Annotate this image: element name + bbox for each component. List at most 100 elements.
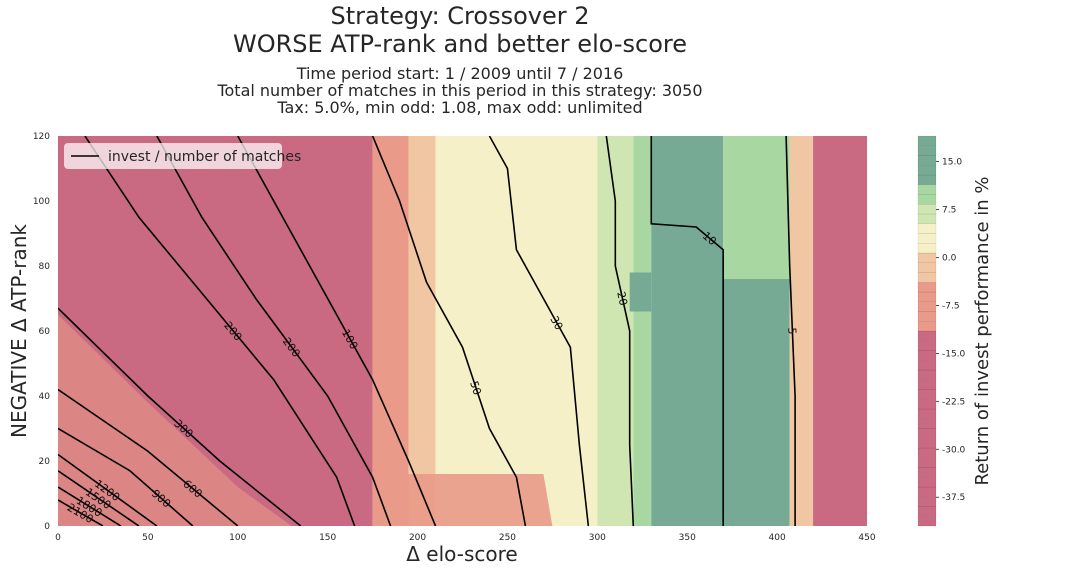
colorbar: 15.0 7.5 0.0 -7.5 -15.0 -22.5 -30.0 -37.5 [917, 135, 966, 527]
heatmap-band [435, 136, 598, 526]
colorbar-segment [917, 447, 937, 458]
colorbar-segment [917, 301, 937, 312]
x-tick-label: 100 [229, 533, 246, 543]
heatmap-band [813, 136, 867, 526]
colorbar-segment [917, 223, 937, 234]
subtitle-match-count: Total number of matches in this period i… [217, 81, 703, 100]
colorbar-segment [917, 457, 937, 468]
contour-line [605, 136, 635, 526]
colorbar-segment [917, 486, 937, 497]
colorbar-segment [917, 369, 937, 380]
y-tick-label: 80 [39, 262, 51, 272]
contour-line [650, 136, 724, 526]
colorbar-segment [917, 213, 937, 224]
colorbar-segment [917, 321, 937, 332]
contour-line [237, 136, 437, 526]
heatmap-band [633, 136, 652, 526]
colorbar-segment [917, 418, 937, 429]
chart-title-line-2: WORSE ATP-rank and better elo-score [232, 30, 688, 58]
heatmap-band [408, 136, 436, 526]
y-tick-label: 100 [33, 197, 50, 207]
x-axis-label: Δ elo-score [406, 542, 517, 566]
x-tick-label: 150 [319, 533, 336, 543]
contour-line [58, 388, 239, 526]
x-tick-label: 400 [769, 533, 786, 543]
y-axis-label: NEGATIVE Δ ATP-rank [7, 224, 31, 438]
colorbar-segment [917, 252, 937, 263]
colorbar-segment [917, 165, 937, 176]
x-tick-label: 350 [679, 533, 696, 543]
colorbar-segment [917, 477, 937, 488]
colorbar-tick-label: -15.0 [942, 349, 966, 359]
contour-line [58, 307, 302, 526]
x-tick-label: 450 [858, 533, 875, 543]
colorbar-segment [917, 399, 937, 410]
colorbar-segment [917, 408, 937, 419]
contour-line [371, 136, 527, 526]
contour-line [488, 136, 590, 526]
y-tick-label: 120 [33, 132, 50, 142]
legend: invest / number of matches [64, 143, 301, 169]
colorbar-segment [917, 262, 937, 273]
heatmap-region [629, 272, 652, 312]
x-tick-label: 250 [499, 533, 516, 543]
colorbar-segment [917, 379, 937, 390]
colorbar-segment [917, 506, 937, 517]
heatmap-band [372, 136, 409, 526]
colorbar-segment [917, 174, 937, 185]
x-axis-ticks: 0 50 100 150 200 250 300 350 400 450 [55, 533, 876, 543]
colorbar-segment [917, 282, 937, 293]
heatmap-band [723, 279, 790, 526]
legend-entry: invest / number of matches [108, 149, 301, 165]
contour-label: 20 [614, 290, 630, 306]
heatmap-band [597, 136, 634, 526]
colorbar-segment [917, 145, 937, 156]
chart-title-line-1: Strategy: Crossover 2 [330, 2, 590, 30]
x-tick-label: 50 [142, 533, 154, 543]
colorbar-segment [917, 350, 937, 361]
colorbar-tick-label: -7.5 [942, 301, 960, 311]
colorbar-segment [917, 233, 937, 244]
heatmap-band [651, 136, 724, 526]
heatmap-band [723, 136, 790, 279]
colorbar-tick-label: 7.5 [942, 206, 956, 216]
subtitle-time-period: Time period start: 1 / 2009 until 7 / 20… [296, 64, 624, 83]
colorbar-segment [917, 272, 937, 283]
y-axis-ticks: 0 20 40 60 80 100 120 [33, 132, 50, 532]
contour-line [58, 453, 158, 526]
colorbar-segment [917, 330, 937, 341]
heatmap-bands [58, 136, 867, 526]
heatmap-region [58, 314, 292, 526]
colorbar-segment [917, 516, 937, 527]
contour-line [84, 136, 356, 526]
colorbar-tick-label: 0.0 [942, 253, 957, 263]
contour-label: 5 [785, 327, 798, 335]
colorbar-tick-label: -30.0 [942, 445, 966, 455]
colorbar-segment [917, 204, 937, 215]
subtitle-tax-odds: Tax: 5.0%, min odd: 1.08, max odd: unlim… [277, 98, 643, 117]
x-tick-label: 200 [409, 533, 426, 543]
x-tick-label: 0 [55, 533, 61, 543]
colorbar-segment [917, 428, 937, 439]
colorbar-segment [917, 311, 937, 322]
colorbar-segment [917, 184, 937, 195]
contour-line [58, 499, 104, 526]
contour-line [785, 136, 796, 526]
colorbar-segment [917, 467, 937, 478]
y-tick-label: 0 [44, 522, 50, 532]
colorbar-label: Return of invest performance in % [972, 176, 993, 485]
colorbar-tick-label: 15.0 [942, 158, 962, 168]
y-tick-label: 40 [39, 392, 51, 402]
contour-line [58, 470, 140, 526]
contour-label: 50 [467, 379, 484, 396]
contour-line [156, 136, 392, 526]
colorbar-segment [917, 438, 937, 449]
colorbar-segment [917, 135, 937, 146]
colorbar-segment [917, 155, 937, 166]
x-tick-label: 300 [589, 533, 606, 543]
legend-box [64, 143, 282, 169]
contour-line [58, 486, 122, 526]
colorbar-segment [917, 360, 937, 371]
colorbar-tick-label: -37.5 [942, 493, 965, 503]
